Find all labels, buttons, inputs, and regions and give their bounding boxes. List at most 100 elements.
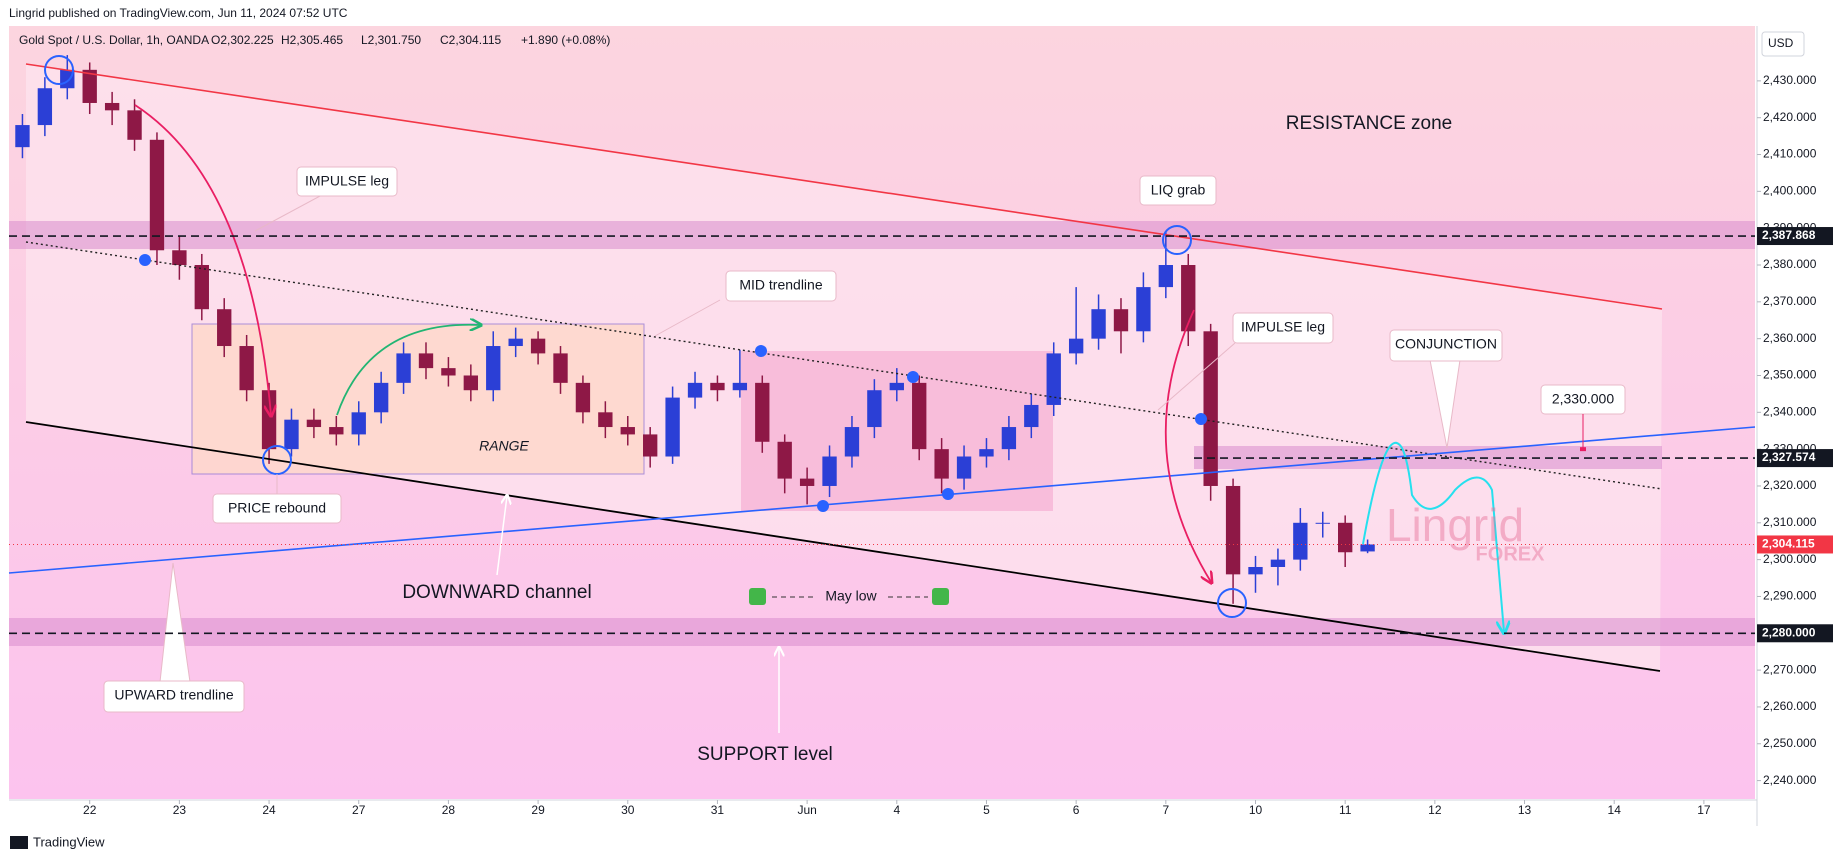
annotation: May low: [825, 588, 877, 604]
candle-body: [441, 368, 456, 376]
currency-box: [1761, 31, 1805, 57]
candle-body: [1270, 559, 1286, 567]
y-tick-label: 2,360.000: [1763, 331, 1817, 345]
candle-body: [1091, 309, 1106, 339]
y-tick-label: 2,320.000: [1763, 478, 1817, 492]
dots: [139, 254, 1207, 512]
annotation: IMPULSE leg: [305, 173, 389, 189]
candle-body: [104, 102, 120, 111]
annotation: LIQ grab: [1151, 182, 1206, 198]
ohlc: L2,301.750: [361, 33, 421, 47]
callout: [1157, 342, 1236, 411]
last-price-badge: [1757, 535, 1833, 554]
annotation: PRICE rebound: [228, 500, 326, 516]
candle-body: [620, 427, 635, 435]
candle-body: [284, 419, 299, 450]
check-icon: [749, 588, 766, 605]
watermark: Lingrid: [1386, 499, 1524, 551]
x-tick-label: 11: [1339, 803, 1352, 817]
candle-body: [665, 397, 680, 457]
x-tick-label: 30: [621, 803, 635, 817]
candle-body: [306, 419, 322, 428]
resistance-trendline: [25, 63, 1663, 310]
candle-body: [1293, 522, 1308, 560]
label-box: [1389, 329, 1503, 362]
candle-body: [777, 441, 792, 479]
dot: [139, 254, 151, 266]
dot: [942, 488, 954, 500]
candle-body: [530, 338, 546, 354]
dot: [907, 371, 919, 383]
x-tick-label: 4: [893, 803, 900, 817]
candle-body: [575, 382, 591, 413]
x-tick-label: 28: [442, 803, 456, 817]
candle-body: [1158, 265, 1173, 288]
candle-body: [194, 265, 209, 310]
support-band: [9, 618, 1755, 646]
last-price-label: 2,304.115: [1762, 537, 1815, 551]
x-tick-label: 22: [83, 803, 97, 817]
callout: [159, 562, 191, 683]
y-tick-label: 2,310.000: [1763, 515, 1817, 529]
y-tick-label: 2,300.000: [1763, 552, 1817, 566]
y-tick-label: 2,430.000: [1763, 73, 1817, 87]
annotation: DOWNWARD channel: [402, 582, 591, 603]
candle-body: [1046, 353, 1061, 405]
y-tick-label: 2,380.000: [1763, 257, 1817, 271]
candle-body: [1068, 338, 1084, 354]
candle-body: [844, 427, 860, 457]
candle-body: [1225, 485, 1241, 575]
arrow: [134, 104, 271, 415]
candle-body: [1315, 522, 1330, 524]
candle-body: [867, 390, 882, 428]
candle-body: [37, 88, 53, 126]
x-tick-label: 29: [531, 803, 545, 817]
candle-body: [217, 309, 232, 347]
ohlc: H2,305.465: [281, 33, 343, 47]
check-icon: [932, 588, 949, 605]
candle-body: [732, 382, 748, 391]
candle-body: [1203, 331, 1218, 486]
channel: [26, 64, 1662, 671]
candle-body: [1001, 427, 1017, 450]
level-label: 2,387.868: [1762, 228, 1816, 242]
level-label: 2,327.574: [1762, 450, 1816, 464]
target-label: 2,330.000: [1552, 391, 1614, 407]
y-tick-label: 2,350.000: [1763, 368, 1817, 382]
candle-body: [172, 250, 187, 266]
candle-body: [418, 353, 434, 369]
candle-body: [486, 346, 501, 391]
label-box: [1139, 175, 1217, 206]
arrow: [496, 496, 507, 576]
arrow: [336, 325, 480, 416]
circle: [44, 55, 74, 85]
y-tick-label: 2,340.000: [1763, 404, 1817, 418]
candle-body: [15, 125, 30, 148]
candle-body: [822, 456, 837, 486]
annotation: CONJUNCTION: [1395, 336, 1497, 352]
annotation: IMPULSE leg: [1241, 319, 1325, 335]
candle-body: [351, 412, 366, 435]
candle-body: [889, 382, 904, 391]
x-tick-label: 24: [262, 803, 276, 817]
y-tick-label: 2,240.000: [1763, 773, 1817, 787]
y-tick-label: 2,400.000: [1763, 184, 1817, 198]
x-tick-label: 14: [1608, 803, 1622, 817]
dot: [1195, 413, 1207, 425]
annotation: UPWARD trendline: [114, 687, 234, 703]
candle-body: [373, 382, 389, 413]
candle-body: [934, 449, 949, 479]
candle-body: [508, 338, 523, 347]
candle-body: [687, 382, 703, 398]
ohlc: +1.890 (+0.08%): [521, 33, 610, 47]
candle-body: [799, 478, 815, 486]
candle-body: [710, 382, 725, 391]
candle-body: [598, 412, 613, 428]
x-tick-label: 23: [173, 803, 187, 817]
candle-body: [956, 456, 972, 479]
label-box: [1232, 312, 1334, 344]
candle-body: [239, 346, 254, 391]
candle-body: [979, 449, 994, 457]
